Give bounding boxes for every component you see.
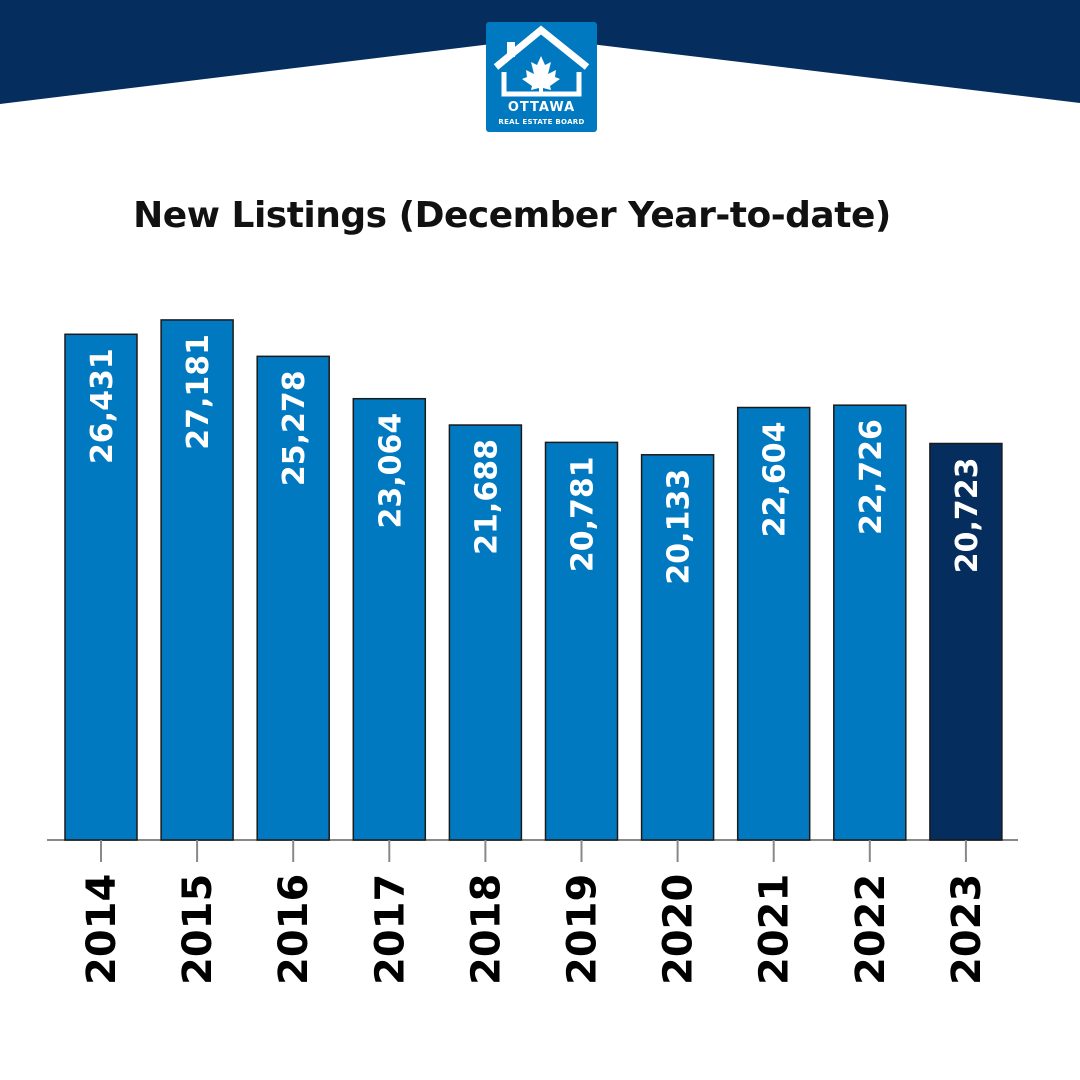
x-tick-label-2019: 2019: [560, 874, 606, 985]
value-label-2017: 23,064: [373, 413, 408, 529]
value-label-2014: 26,431: [85, 348, 120, 464]
value-label-2022: 22,726: [854, 419, 889, 535]
logo-subtitle: REAL ESTATE BOARD: [498, 118, 585, 126]
x-tick-label-2018: 2018: [463, 874, 509, 985]
value-label-2015: 27,181: [181, 334, 216, 450]
value-label-2020: 20,133: [662, 469, 697, 585]
bar-2021: [736, 406, 811, 841]
house-maple-leaf-icon: [493, 25, 590, 97]
bar-2016: [256, 355, 330, 841]
bar-2014: [64, 333, 138, 841]
bar-2023: [929, 442, 1003, 841]
ottawa-real-estate-board-logo: OTTAWA REAL ESTATE BOARD: [486, 22, 597, 132]
value-label-2018: 21,688: [469, 439, 504, 555]
x-tick-label-2020: 2020: [656, 874, 702, 985]
bar-2022: [833, 404, 907, 841]
header-banner: [0, 0, 1080, 104]
x-tick-label-2014: 2014: [79, 874, 125, 985]
x-tick-label-2023: 2023: [944, 874, 990, 985]
value-label-2016: 25,278: [277, 370, 312, 486]
chart-title: New Listings (December Year-to-date): [133, 195, 891, 236]
bar-2019: [544, 441, 619, 841]
bar-2020: [640, 454, 715, 841]
value-label-2023: 20,723: [950, 457, 985, 573]
logo-name: OTTAWA: [507, 100, 576, 115]
x-tick-label-2017: 2017: [367, 874, 413, 985]
x-tick-label-2015: 2015: [175, 874, 221, 985]
value-label-2019: 20,781: [566, 456, 601, 572]
value-label-2021: 22,604: [758, 422, 793, 538]
x-tick-label-2021: 2021: [752, 874, 798, 985]
bar-2017: [352, 397, 427, 841]
x-tick-label-2016: 2016: [271, 874, 317, 985]
x-tick-label-2022: 2022: [848, 874, 894, 985]
